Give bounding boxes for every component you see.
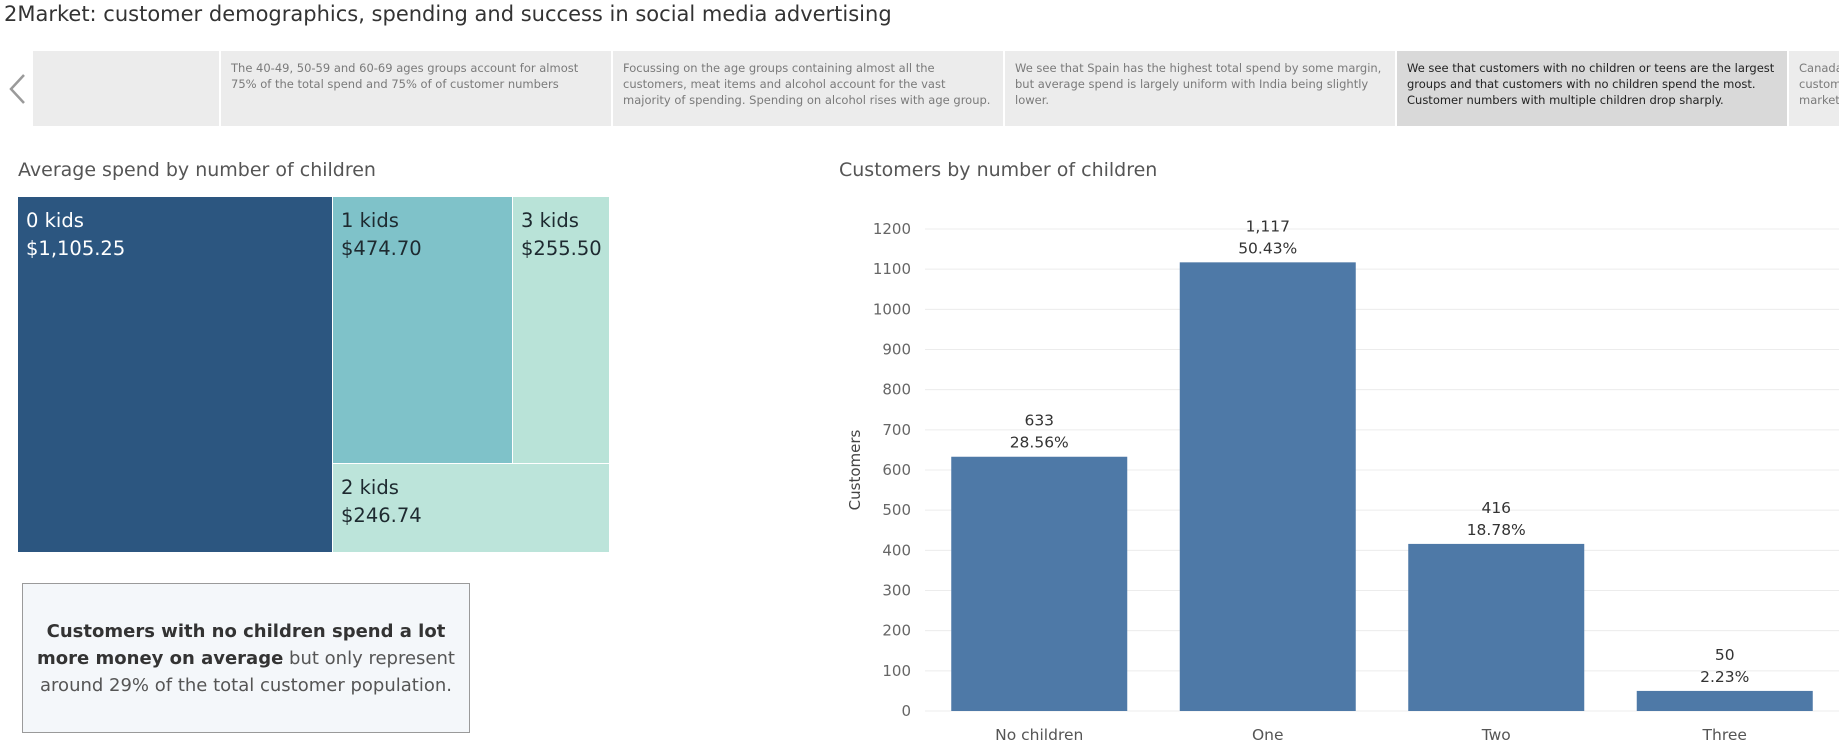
previous-story-button[interactable] — [4, 51, 32, 126]
bar-value-label: 416 — [1481, 499, 1511, 517]
story-tab-1[interactable] — [33, 51, 219, 126]
treemap-cell-value: $255.50 — [521, 237, 602, 260]
story-tab-text: Focussing on the age groups containing a… — [623, 61, 991, 107]
story-tab-text: The 40-49, 50-59 and 60-69 ages groups a… — [231, 61, 579, 91]
story-tab-text: Canada customers market — [1799, 61, 1839, 107]
y-tick-label: 900 — [882, 341, 911, 359]
annotation-text: Customers with no children spend a lot m… — [33, 618, 459, 699]
bar-two[interactable] — [1408, 543, 1585, 711]
bar-value-label: 50 — [1715, 646, 1735, 664]
y-tick-label: 100 — [882, 662, 911, 680]
x-tick-label: No children — [995, 726, 1083, 744]
bar-percent-label: 18.78% — [1467, 521, 1526, 539]
story-tab-3[interactable]: Focussing on the age groups containing a… — [612, 51, 1003, 126]
bar-value-label: 633 — [1024, 412, 1054, 430]
treemap-cell-1-kids[interactable]: 1 kids $474.70 — [333, 197, 512, 463]
treemap-cell-label: 1 kids — [341, 209, 399, 232]
x-tick-label: One — [1252, 726, 1284, 744]
bar-chart-title: Customers by number of children — [839, 159, 1158, 181]
treemap-cell-label: 3 kids — [521, 209, 579, 232]
y-tick-label: 1200 — [873, 220, 911, 238]
bar-one[interactable] — [1179, 262, 1356, 711]
page-title: 2Market: customer demographics, spending… — [4, 2, 892, 26]
bar-percent-label: 28.56% — [1010, 434, 1069, 452]
y-tick-label: 1100 — [873, 260, 911, 278]
treemap-cell-label: 2 kids — [341, 476, 399, 499]
y-tick-label: 800 — [882, 381, 911, 399]
y-axis-label: Customers — [846, 429, 864, 510]
annotation-bold-text: Customers with no children spend a lot m… — [37, 620, 446, 669]
story-tab-6[interactable]: Canada customers market — [1788, 51, 1839, 126]
y-tick-label: 0 — [901, 702, 911, 720]
treemap-cell-value: $1,105.25 — [26, 237, 126, 260]
story-navigator: The 40-49, 50-59 and 60-69 ages groups a… — [0, 51, 1839, 126]
treemap-cell-value: $246.74 — [341, 504, 422, 527]
treemap-cell-0-kids[interactable]: 0 kids $1,105.25 — [18, 197, 332, 552]
y-tick-label: 200 — [882, 622, 911, 640]
bar-three[interactable] — [1636, 690, 1813, 711]
bar-value-label: 1,117 — [1246, 217, 1290, 235]
story-tab-text: We see that Spain has the highest total … — [1015, 61, 1382, 107]
x-tick-label: Three — [1702, 726, 1747, 744]
y-tick-label: 300 — [882, 582, 911, 600]
chevron-left-icon — [9, 73, 25, 104]
treemap-cell-3-kids[interactable]: 3 kids $255.50 — [513, 197, 609, 463]
story-tab-2[interactable]: The 40-49, 50-59 and 60-69 ages groups a… — [220, 51, 611, 126]
y-tick-label: 700 — [882, 421, 911, 439]
y-tick-label: 600 — [882, 461, 911, 479]
story-tab-5[interactable]: We see that customers with no children o… — [1396, 51, 1787, 126]
x-tick-label: Two — [1481, 726, 1511, 744]
bar-percent-label: 50.43% — [1238, 239, 1297, 257]
treemap-cell-value: $474.70 — [341, 237, 422, 260]
annotation-rest-text: but only represent around 29% of the tot… — [40, 647, 455, 696]
story-tab-4[interactable]: We see that Spain has the highest total … — [1004, 51, 1395, 126]
treemap-cell-2-kids[interactable]: 2 kids $246.74 — [333, 464, 609, 552]
bar-percent-label: 2.23% — [1700, 668, 1749, 686]
annotation-box: Customers with no children spend a lot m… — [22, 583, 470, 733]
story-tab-text: We see that customers with no children o… — [1407, 61, 1775, 107]
y-tick-label: 500 — [882, 501, 911, 519]
y-tick-label: 1000 — [873, 300, 911, 318]
y-tick-label: 400 — [882, 541, 911, 559]
treemap-title: Average spend by number of children — [18, 159, 376, 181]
bar-no-children[interactable] — [951, 456, 1128, 711]
treemap-cell-label: 0 kids — [26, 209, 84, 232]
